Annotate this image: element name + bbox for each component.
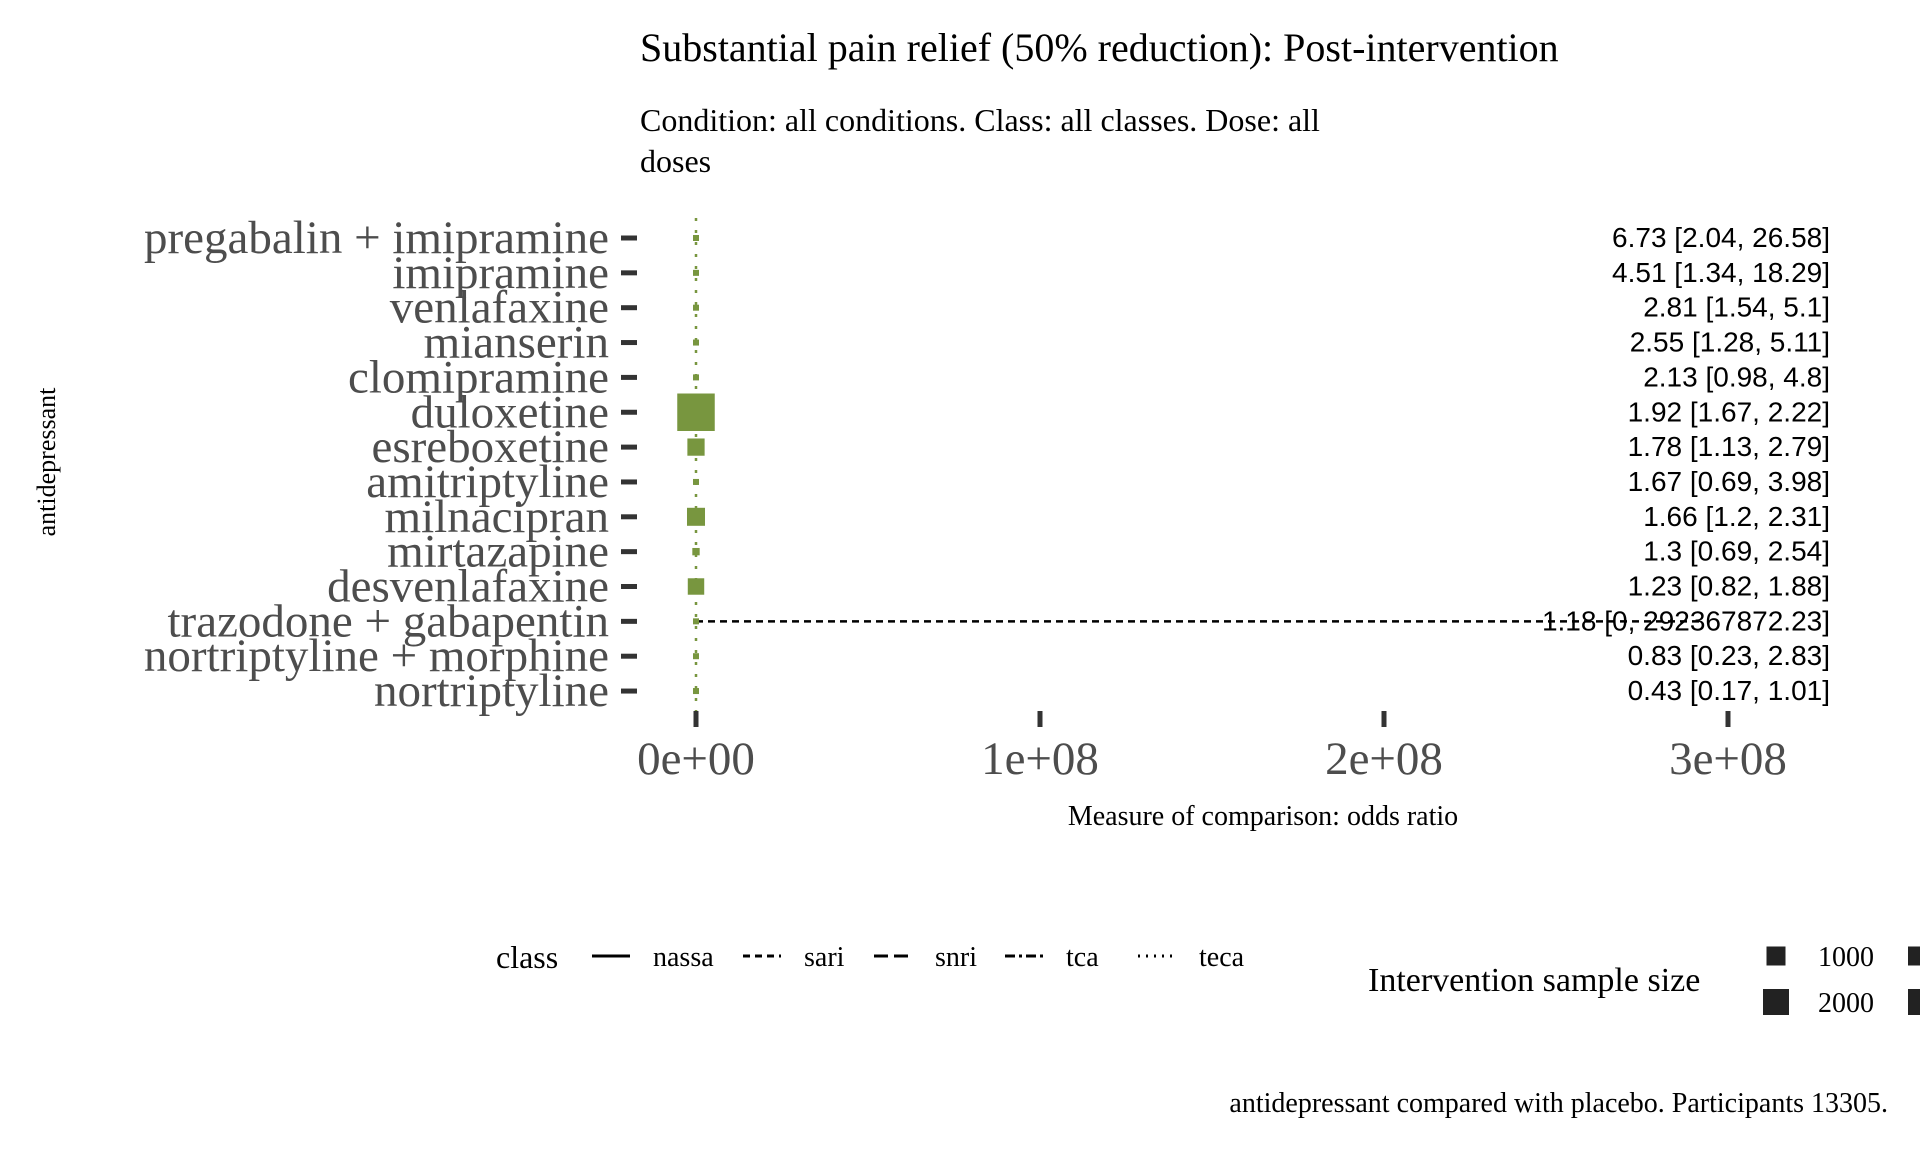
y-axis-title: antidepressant <box>32 387 61 537</box>
point-estimate <box>686 507 706 526</box>
point-estimate <box>693 235 699 241</box>
y-tick-label: clomipramine <box>348 351 609 403</box>
legend-size-key-clipped <box>1908 989 1920 1015</box>
point-estimate <box>692 547 700 556</box>
chart-subtitle-line-2: doses <box>640 143 711 179</box>
legend-class-label: sari <box>804 942 845 973</box>
point-estimate <box>687 438 705 456</box>
y-tick-label: nortriptyline + morphine <box>144 630 609 682</box>
legend-size-label: 2000 <box>1818 988 1874 1019</box>
point-estimate <box>693 653 699 660</box>
point-estimate <box>693 269 699 276</box>
estimate-label: 1.78 [1.13, 2.79] <box>1628 431 1830 462</box>
estimate-label: 2.13 [0.98, 4.8] <box>1643 361 1830 392</box>
legend-class-label: nassa <box>653 942 714 973</box>
legend-class-label: teca <box>1199 942 1245 973</box>
legend-class-title: class <box>496 939 558 975</box>
legend-size-key-clipped <box>1908 946 1920 966</box>
x-tick-label: 1e+08 <box>981 733 1099 785</box>
y-tick-label: desvenlafaxine <box>327 561 609 613</box>
estimate-label: 2.55 [1.28, 5.11] <box>1630 327 1830 358</box>
estimate-label: 1.3 [0.69, 2.54] <box>1643 536 1830 567</box>
plot-area: pregabalin + imipramine 6.73 [2.04, 26.58… <box>144 212 1830 785</box>
y-tick-label: esreboxetine <box>371 421 609 473</box>
y-tick-label: duloxetine <box>411 386 609 438</box>
point-estimate <box>687 578 705 595</box>
estimate-label: 6.73 [2.04, 26.58] <box>1612 222 1830 253</box>
point-estimate <box>693 618 699 625</box>
point-estimate <box>693 339 699 346</box>
point-estimate <box>693 688 699 695</box>
estimate-label: 4.51 [1.34, 18.29] <box>1612 257 1830 288</box>
chart-title: Substantial pain relief (50% reduction):… <box>640 25 1559 70</box>
legend-size: Intervention sample size 1000 2000 <box>1368 942 1920 1019</box>
legend-size-label: 1000 <box>1818 942 1874 973</box>
y-tick-label: venlafaxine <box>390 282 609 334</box>
y-tick-label: pregabalin + imipramine <box>144 212 609 264</box>
y-tick-label: mirtazapine <box>387 526 609 578</box>
legend-class-label: snri <box>935 942 977 973</box>
y-tick-label: milnacipran <box>385 491 609 543</box>
estimate-label: 1.18 [0, 292367872.23] <box>1542 605 1830 636</box>
x-axis-title: Measure of comparison: odds ratio <box>1068 801 1458 832</box>
legend-size-key <box>1763 989 1789 1015</box>
estimate-label: 0.83 [0.23, 2.83] <box>1628 640 1830 671</box>
estimate-label: 1.92 [1.67, 2.22] <box>1628 396 1830 427</box>
y-tick-label: mianserin <box>424 317 609 369</box>
estimate-label: 1.66 [1.2, 2.31] <box>1643 501 1830 532</box>
legend-class-label: tca <box>1066 942 1099 973</box>
x-tick-label: 0e+00 <box>637 733 755 785</box>
y-tick-label: amitriptyline <box>366 456 609 508</box>
y-tick-label: nortriptyline <box>374 665 609 717</box>
y-tick-label: trazodone + gabapentin <box>168 595 610 647</box>
legend-size-title: Intervention sample size <box>1368 962 1700 999</box>
x-tick-label: 2e+08 <box>1325 733 1443 785</box>
estimate-label: 2.81 [1.54, 5.1] <box>1643 292 1830 323</box>
point-estimate <box>693 374 699 381</box>
estimate-label: 1.67 [0.69, 3.98] <box>1628 466 1830 497</box>
point-estimate <box>677 393 715 431</box>
point-estimate <box>693 478 699 485</box>
y-tick-label: imipramine <box>392 247 609 299</box>
chart-subtitle-line-1: Condition: all conditions. Class: all cl… <box>640 102 1320 138</box>
legend-size-key <box>1766 946 1786 966</box>
estimate-label: 1.23 [0.82, 1.88] <box>1628 571 1830 602</box>
legend-class: class nassa sari snri tca teca <box>496 939 1245 975</box>
chart-caption: antidepressant compared with placebo. Pa… <box>1229 1088 1888 1119</box>
point-estimate <box>693 304 699 311</box>
estimate-label: 0.43 [0.17, 1.01] <box>1628 675 1830 706</box>
x-tick-label: 3e+08 <box>1669 733 1787 785</box>
